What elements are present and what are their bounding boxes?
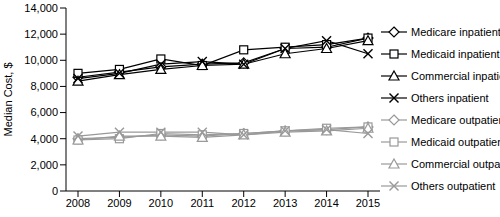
html-text:Medicare inpatient: Medicare inpatient xyxy=(411,25,500,38)
svg-text:8,000: 8,000 xyxy=(30,80,58,92)
svg-text:2015: 2015 xyxy=(356,197,380,209)
html-text:Medicaid inpatient: Medicaid inpatient xyxy=(411,47,500,60)
svg-text:2010: 2010 xyxy=(149,197,173,209)
svg-text:2009: 2009 xyxy=(107,197,131,209)
svg-text:14,000: 14,000 xyxy=(24,2,58,14)
svg-text:2012: 2012 xyxy=(231,197,255,209)
html-text:Others outpatient: Others outpatient xyxy=(411,179,496,192)
svg-text:2011: 2011 xyxy=(190,197,214,209)
svg-text:10,000: 10,000 xyxy=(24,54,58,66)
svg-text:2014: 2014 xyxy=(314,197,338,209)
html-text:Others inpatient: Others inpatient xyxy=(411,91,489,104)
svg-text:2008: 2008 xyxy=(66,197,90,209)
svg-text:6,000: 6,000 xyxy=(30,106,58,118)
svg-text:12,000: 12,000 xyxy=(24,28,58,40)
svg-text:Median Cost, $: Median Cost, $ xyxy=(8,63,14,137)
svg-text:2,000: 2,000 xyxy=(30,159,58,171)
svg-text:2013: 2013 xyxy=(273,197,297,209)
svg-text:0: 0 xyxy=(52,185,58,197)
svg-text:4,000: 4,000 xyxy=(30,133,58,145)
